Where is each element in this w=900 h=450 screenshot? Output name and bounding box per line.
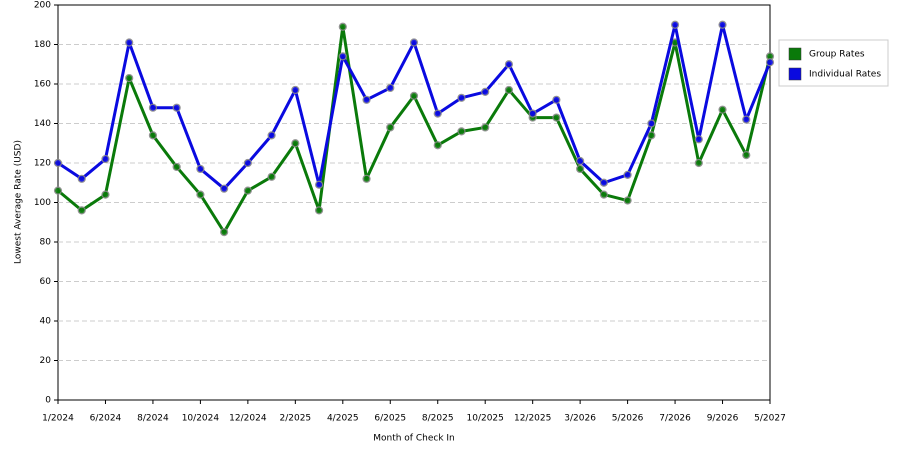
y-tick-label: 200 <box>34 1 51 11</box>
data-point <box>433 109 442 118</box>
data-point <box>623 196 632 205</box>
y-tick-label: 180 <box>34 40 51 50</box>
x-tick-label: 10/2025 <box>467 414 504 424</box>
x-tick-label: 10/2024 <box>182 414 220 424</box>
data-point <box>481 123 490 132</box>
data-point <box>125 38 134 47</box>
y-tick-label: 100 <box>34 198 51 208</box>
y-tick-label: 80 <box>40 238 52 248</box>
data-point <box>53 186 63 195</box>
data-point <box>647 119 656 128</box>
y-axis-label: Lowest Average Rate (USD) <box>14 140 24 264</box>
data-point <box>362 95 371 104</box>
x-tick-label: 12/2025 <box>514 414 551 424</box>
data-point <box>576 156 585 166</box>
data-point <box>362 174 371 183</box>
data-point <box>457 93 466 102</box>
y-tick-label: 160 <box>34 80 51 90</box>
data-point <box>504 85 514 95</box>
data-point <box>314 206 324 215</box>
x-tick-label: 8/2024 <box>137 414 169 424</box>
data-point <box>77 206 86 215</box>
data-point <box>314 180 324 189</box>
data-point <box>77 174 86 183</box>
data-point <box>243 158 252 168</box>
data-point <box>742 115 751 124</box>
y-tick-label: 0 <box>45 396 51 406</box>
data-point <box>409 91 419 100</box>
data-point <box>409 38 419 47</box>
data-point <box>148 103 158 112</box>
data-point <box>338 52 347 61</box>
x-tick-label: 3/2026 <box>564 414 596 424</box>
x-tick-label: 5/2026 <box>612 414 644 424</box>
data-point <box>647 131 656 140</box>
data-point <box>552 95 561 104</box>
x-tick-label: 5/2027 <box>754 414 786 424</box>
data-point <box>457 127 466 136</box>
x-tick-label: 9/2026 <box>707 414 739 424</box>
x-tick-label: 2/2025 <box>279 414 311 424</box>
data-point <box>291 85 300 95</box>
data-point <box>623 170 632 179</box>
data-point <box>243 186 252 195</box>
data-point <box>742 151 751 160</box>
data-point <box>765 58 775 67</box>
data-point <box>101 190 110 199</box>
legend-label: Group Rates <box>809 50 865 60</box>
data-point <box>172 103 181 112</box>
data-point <box>481 87 490 97</box>
x-tick-label: 8/2025 <box>422 414 454 424</box>
y-tick-label: 140 <box>34 119 51 129</box>
x-tick-label: 12/2024 <box>229 414 267 424</box>
data-point <box>599 190 608 199</box>
data-point <box>220 184 229 193</box>
data-point <box>386 83 395 93</box>
x-tick-label: 6/2025 <box>374 414 406 424</box>
x-axis-label: Month of Check In <box>373 434 455 444</box>
data-point <box>148 131 158 140</box>
data-point <box>291 139 300 148</box>
data-point <box>670 20 680 29</box>
data-point <box>53 158 63 168</box>
legend-swatch <box>788 67 802 81</box>
data-point <box>338 22 347 31</box>
data-point <box>718 20 727 29</box>
data-point <box>504 60 514 69</box>
data-point <box>599 178 608 187</box>
data-point <box>694 135 703 144</box>
data-point <box>196 190 205 199</box>
data-point <box>220 228 229 237</box>
data-point <box>267 172 276 181</box>
y-tick-label: 60 <box>40 277 52 287</box>
data-point <box>101 154 110 164</box>
data-point <box>386 123 395 132</box>
data-point <box>433 141 442 150</box>
x-tick-label: 4/2025 <box>327 414 359 424</box>
y-tick-label: 40 <box>40 317 52 327</box>
legend-label: Individual Rates <box>809 70 881 80</box>
data-point <box>172 162 181 172</box>
data-point <box>196 164 205 174</box>
y-tick-label: 120 <box>34 159 51 169</box>
data-point <box>718 105 727 114</box>
data-point <box>552 113 561 122</box>
data-point <box>528 109 537 118</box>
data-point <box>694 158 703 168</box>
y-tick-label: 20 <box>40 356 52 366</box>
data-point <box>267 131 276 140</box>
data-point <box>125 73 134 83</box>
x-tick-label: 7/2026 <box>659 414 691 424</box>
x-tick-label: 1/2024 <box>42 414 74 424</box>
legend-swatch <box>788 47 802 61</box>
x-tick-label: 6/2024 <box>90 414 122 424</box>
data-point <box>576 164 585 174</box>
